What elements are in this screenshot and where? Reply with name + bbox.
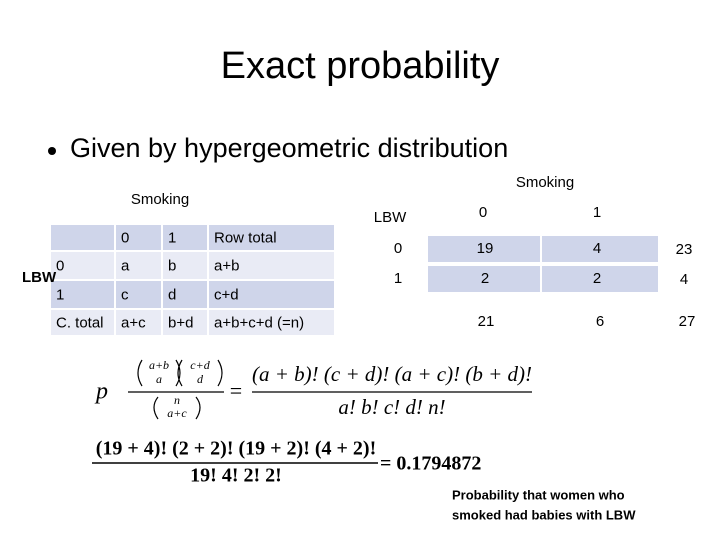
cell-text: 19 xyxy=(477,240,494,257)
column-header: 0 xyxy=(479,204,487,221)
cell-text: a+b+c+d (=n) xyxy=(214,314,304,331)
binom-top: a+b xyxy=(149,358,169,372)
cell-text: 0 xyxy=(56,257,64,274)
table-cell xyxy=(428,266,540,292)
cell-text: 2 xyxy=(481,270,489,287)
table-cell xyxy=(428,236,540,262)
table-cell xyxy=(542,266,658,292)
bullet-dot xyxy=(48,147,56,155)
column-group-label: Smoking xyxy=(131,191,189,208)
cell-text: b+d xyxy=(168,314,193,331)
column-header: 0 xyxy=(121,229,129,246)
row-header: 0 xyxy=(394,240,402,257)
formula-general: p a+b a c+d d n a+c = (a + b)! (c + d)! … xyxy=(94,358,532,420)
bullet-text: Given by hypergeometric distribution xyxy=(70,133,508,163)
column-header: Row total xyxy=(214,229,277,246)
denominator: 19! 4! 2! 2! xyxy=(190,465,282,487)
cell-text: 4 xyxy=(680,271,688,288)
cell-text: a+c xyxy=(121,314,146,331)
note-line: Probability that women who xyxy=(452,487,625,502)
column-total: 6 xyxy=(596,313,604,330)
cell-text: C. total xyxy=(56,314,104,331)
cell-text: c+d xyxy=(214,286,239,303)
cell-text: d xyxy=(168,286,176,303)
table-cell xyxy=(207,308,336,337)
binom-top: n xyxy=(174,393,180,407)
cell-text: 2 xyxy=(593,270,601,287)
column-total: 21 xyxy=(478,313,495,330)
cell-text: 23 xyxy=(676,241,693,258)
cell-text: 4 xyxy=(593,240,601,257)
equals: = xyxy=(230,378,242,403)
binom-top: c+d xyxy=(190,358,210,372)
binom-bottom: a xyxy=(156,372,162,386)
result: = 0.1794872 xyxy=(380,453,481,475)
row-group-label: LBW xyxy=(22,269,57,286)
row-group-label: LBW xyxy=(374,209,407,226)
denominator: a! b! c! d! n! xyxy=(338,395,445,419)
table-cell xyxy=(542,236,658,262)
numerator: (19 + 4)! (2 + 2)! (19 + 2)! (4 + 2)! xyxy=(96,438,377,460)
column-group-label: Smoking xyxy=(516,174,574,191)
cell-text: a xyxy=(121,257,130,274)
table-cell xyxy=(49,279,116,310)
right-table: 0 1 0 19 4 23 1 2 2 4 21 6 27 xyxy=(394,204,696,330)
row-header: 1 xyxy=(394,270,402,287)
cell-text: c xyxy=(121,286,129,303)
binom-bottom: d xyxy=(197,372,204,386)
formula-lhs: p xyxy=(94,379,108,405)
binomial-parens xyxy=(137,359,223,420)
numerator: (a + b)! (c + d)! (a + c)! (b + d)! xyxy=(252,362,532,386)
cell-text: 1 xyxy=(56,286,64,303)
table-cell xyxy=(207,279,336,310)
table-cell xyxy=(161,279,209,310)
binom-bottom: a+c xyxy=(167,406,187,420)
formula-numeric: (19 + 4)! (2 + 2)! (19 + 2)! (4 + 2)! 19… xyxy=(92,438,481,487)
column-total: 27 xyxy=(679,313,696,330)
column-header: 1 xyxy=(593,204,601,221)
cell-text: a+b xyxy=(214,257,239,274)
table-cell xyxy=(49,308,116,337)
table-cell xyxy=(49,223,116,252)
note-line: smoked had babies with LBW xyxy=(452,507,636,522)
column-header: 1 xyxy=(168,229,176,246)
cell-text: b xyxy=(168,257,176,274)
title: Exact probability xyxy=(221,45,500,87)
left-table: 0 1 Row total 0 a b a+b 1 c d c+d C. total a+c b+d a+b… xyxy=(49,223,336,337)
